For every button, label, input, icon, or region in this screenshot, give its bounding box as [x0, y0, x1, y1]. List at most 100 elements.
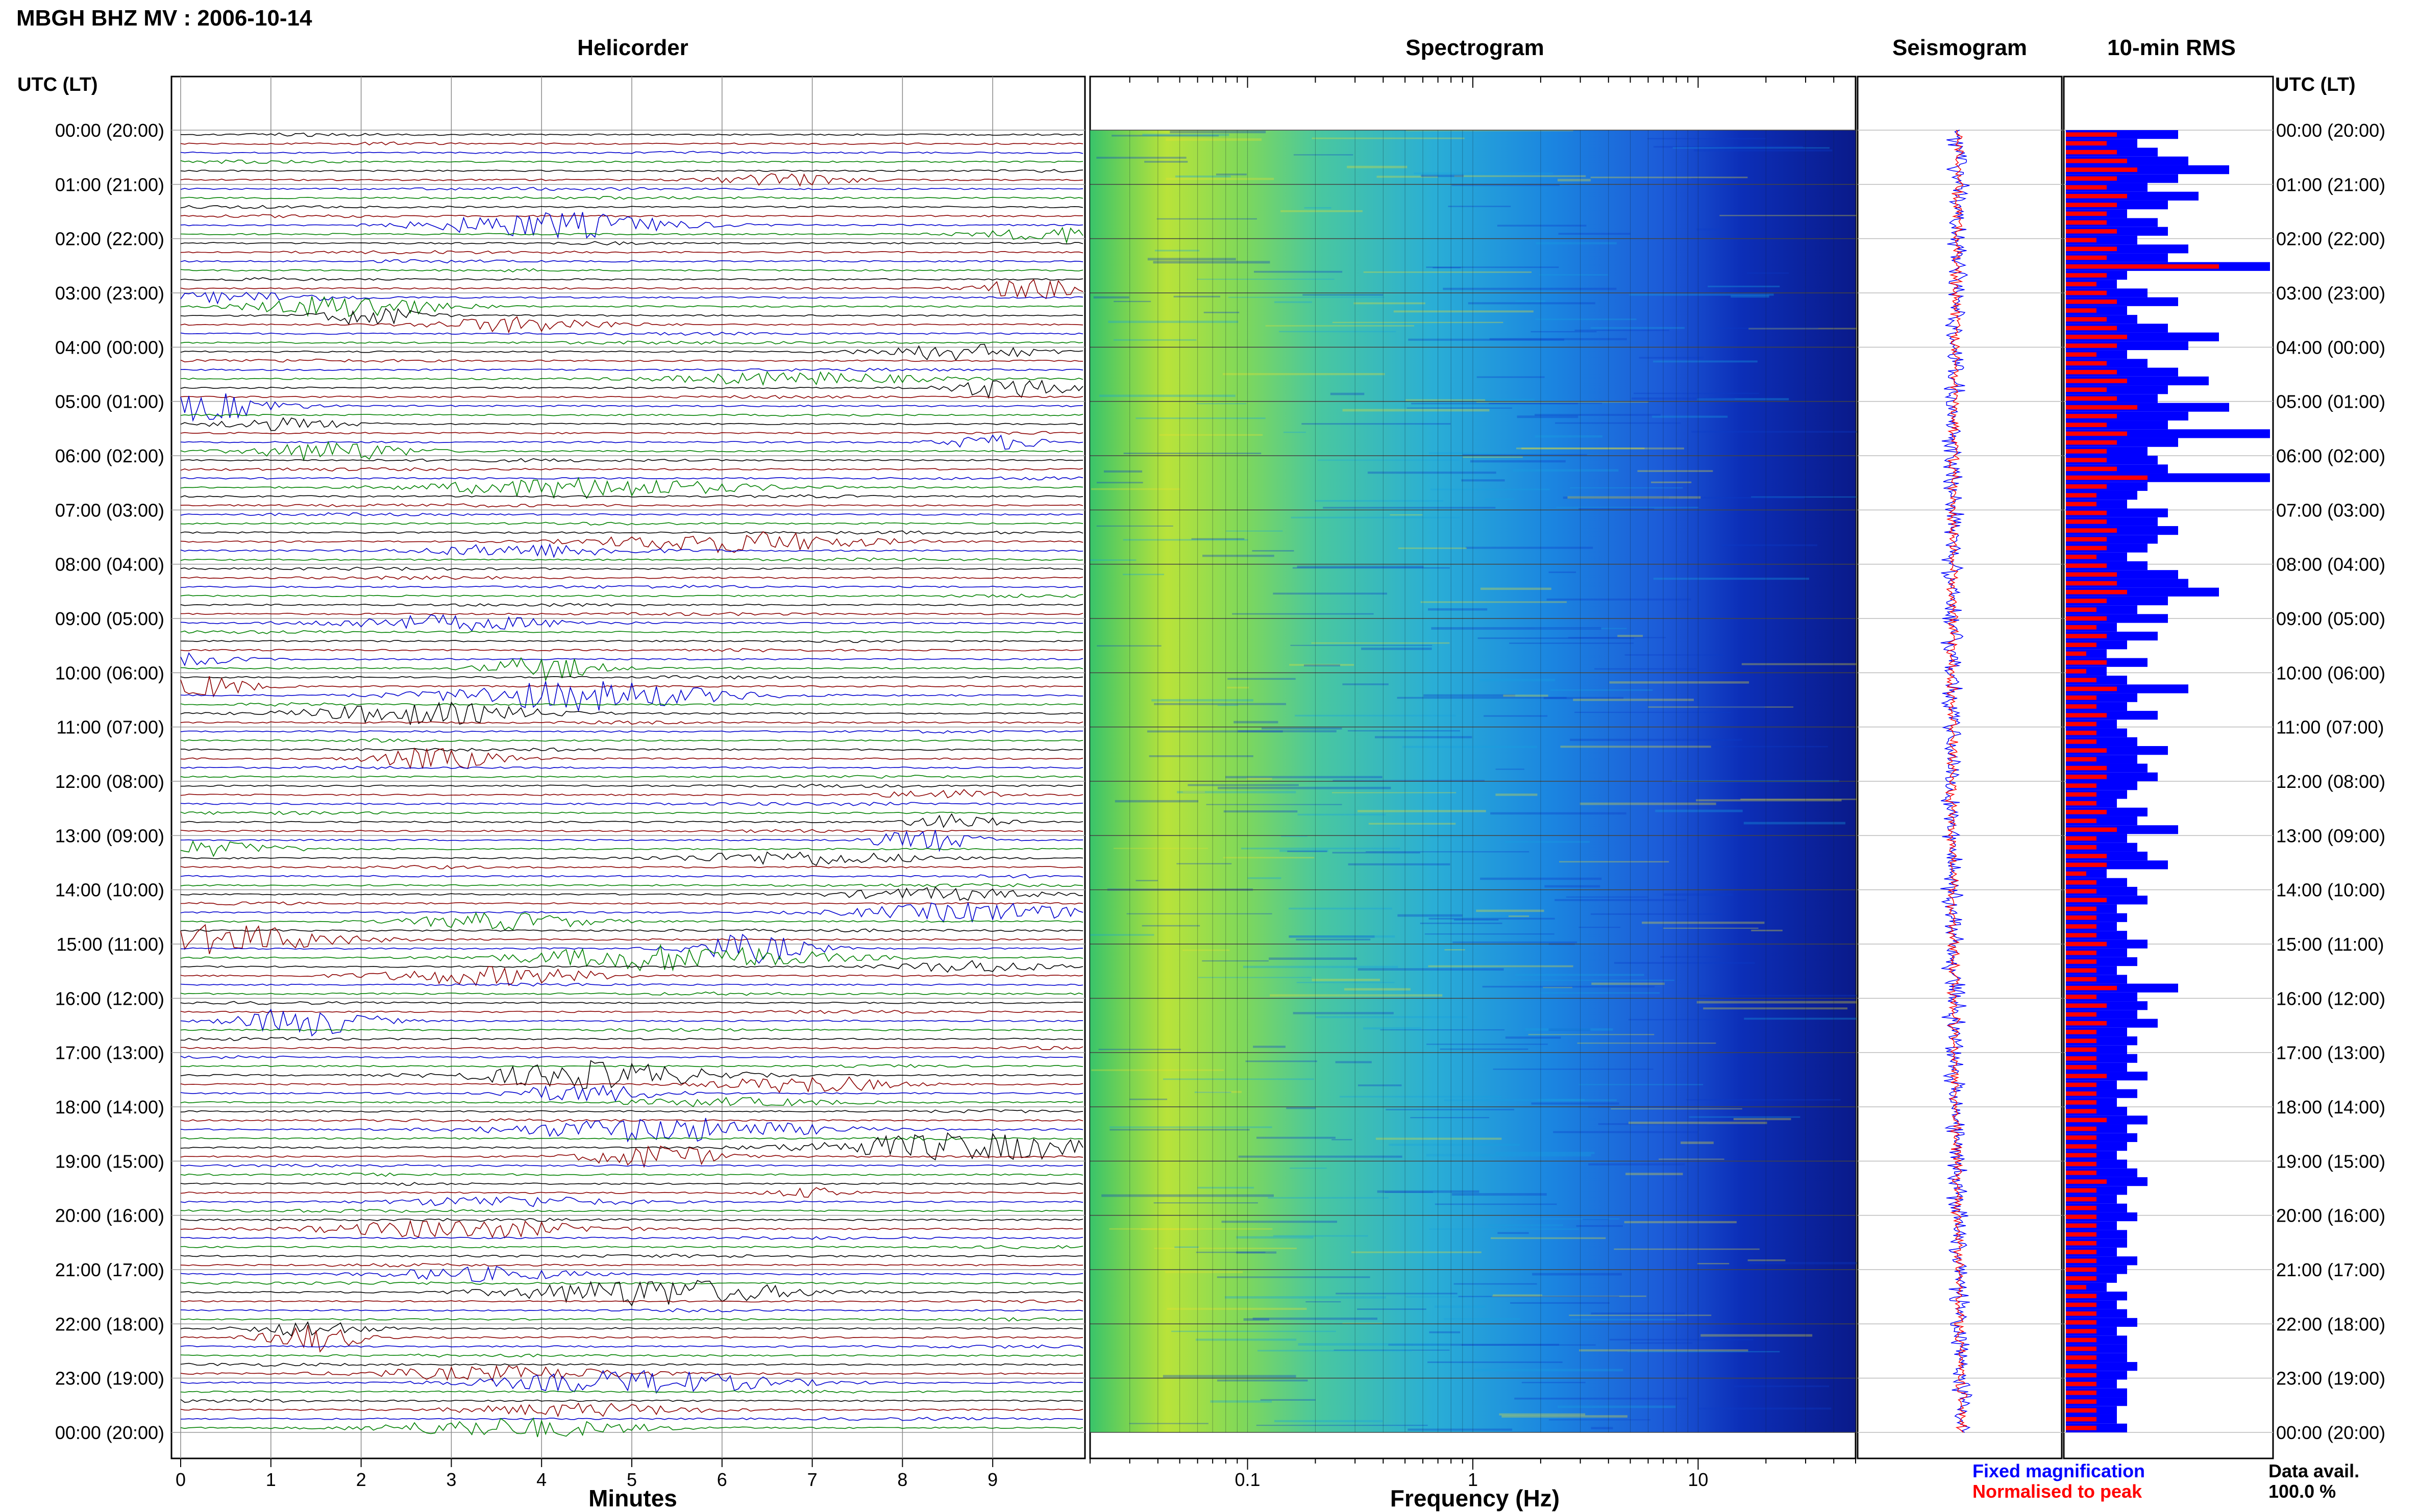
spectrogram-streak [1489, 403, 1602, 404]
spectrogram-tick-label: 1 [1468, 1469, 1478, 1490]
rms-bar-normalised [2066, 898, 2107, 903]
spectrogram-streak [1489, 1224, 1564, 1226]
spectrogram-streak [1504, 841, 1590, 843]
rms-bar-normalised [2066, 554, 2096, 559]
helicorder-trace [180, 291, 1083, 305]
rms-bar-normalised [2066, 819, 2096, 823]
rms-bar-normalised [2066, 1355, 2096, 1360]
spectrogram-streak [1535, 414, 1661, 416]
spectrogram-streak [1421, 175, 1464, 177]
spectrogram-streak [1628, 1122, 1767, 1124]
spectrogram-streak [1270, 994, 1443, 997]
helicorder-trace [180, 1308, 1083, 1312]
helicorder-trace [180, 1417, 1083, 1421]
spectrogram-streak [1570, 1319, 1676, 1321]
spectrogram-streak [1405, 130, 1573, 132]
spectrogram-streak [1468, 302, 1595, 305]
helicorder-trace [180, 720, 1083, 725]
rms-bar-normalised [2066, 141, 2107, 146]
rms-bar-normalised [2066, 1294, 2096, 1299]
rms-bar-normalised [2066, 1223, 2096, 1228]
spectrogram-streak [1342, 683, 1389, 685]
spectrogram-streak [1751, 929, 1783, 932]
spectrogram-streak [1241, 848, 1400, 850]
spectrogram-streak [1113, 848, 1208, 849]
rms-bar-normalised [2066, 827, 2117, 832]
spectrogram-streak [1429, 452, 1501, 455]
hour-gridlines [171, 77, 2273, 1458]
spectrogram-streak [1142, 134, 1229, 136]
rms-bar-normalised [2066, 238, 2096, 242]
spectrogram-streak [1144, 161, 1188, 163]
spectrogram-streak [1426, 1154, 1591, 1157]
rms-bar-normalised [2066, 607, 2096, 612]
spectrogram-streak [1559, 861, 1669, 863]
helicorder-trace [180, 802, 1083, 806]
spectrogram-streak [1696, 228, 1721, 231]
spectrogram-streak [1659, 1158, 1724, 1160]
rms-bar-normalised [2066, 352, 2096, 357]
rms-bars [2066, 130, 2270, 1432]
rms-bar-normalised [2066, 713, 2107, 717]
spectrogram-streak [1458, 1296, 1619, 1297]
spectrogram-streak [1303, 664, 1340, 666]
spectrogram-streak [1247, 877, 1281, 879]
spectrogram-streak [1627, 1351, 1780, 1353]
spectrogram-streak [1591, 913, 1723, 915]
spectrogram-streak [1410, 1117, 1490, 1119]
helicorder-trace [180, 944, 1083, 972]
spectrogram-streak [1651, 481, 1692, 483]
rms-bar-normalised [2066, 423, 2107, 427]
spectrogram-streak [1367, 472, 1496, 474]
spectrogram-streak [1538, 1099, 1585, 1101]
spectrogram-streak [1342, 409, 1490, 412]
spectrogram-streak [1296, 938, 1371, 940]
rms-bar-normalised [2066, 440, 2117, 445]
spectrogram-streak [1497, 225, 1587, 227]
helicorder-tick-label: 6 [717, 1469, 727, 1490]
spectrogram-streak [1375, 1137, 1502, 1140]
spectrogram-streak [1226, 530, 1283, 532]
spectrogram-streak [1197, 1090, 1242, 1093]
helicorder-tick-label: 5 [627, 1469, 637, 1490]
spectrogram-streak [1574, 711, 1731, 713]
helicorder-trace [180, 966, 1083, 986]
helicorder-trace [180, 1390, 1083, 1394]
rms-bar-normalised [2066, 246, 2117, 252]
helicorder-trace [180, 603, 1083, 607]
spectrogram-streak [1516, 448, 1645, 450]
spectrogram-streak [1444, 1099, 1617, 1101]
helicorder-trace [180, 851, 1083, 866]
helicorder-trace [180, 1417, 1083, 1437]
spectrogram-streak [1174, 1246, 1199, 1248]
spectrogram-streak [1112, 135, 1219, 137]
rms-bar-normalised [2066, 1426, 2096, 1430]
helicorder-tick-label: 4 [536, 1469, 547, 1490]
time-label-right: 03:00 (23:00) [2276, 283, 2385, 304]
time-label-left: 16:00 (12:00) [55, 988, 164, 1009]
spectrogram-streak [1203, 311, 1240, 313]
spectrogram-streak [1577, 1043, 1716, 1044]
helicorder-trace [180, 639, 1083, 643]
seismogram-title: Seismogram [1892, 35, 2027, 60]
time-label-left: 23:00 (19:00) [55, 1368, 164, 1389]
spectrogram-streak [1495, 1152, 1595, 1154]
rms-bar-normalised [2066, 229, 2117, 234]
spectrogram-streak [1210, 1400, 1272, 1403]
spectrogram-streak [1566, 896, 1648, 898]
rms-bar-normalised [2066, 616, 2107, 621]
spectrogram-streak [1279, 331, 1396, 333]
spectrogram-streak [1485, 498, 1514, 500]
spectrogram-streak [1521, 1382, 1586, 1383]
rms-bar-normalised [2066, 995, 2096, 999]
rms-bar-normalised [2066, 1109, 2096, 1113]
rms-bar-normalised [2066, 1364, 2096, 1369]
spectrogram-streak [1454, 175, 1586, 177]
spectrogram-streak [1196, 1339, 1297, 1341]
spectrogram-streak [1660, 956, 1721, 958]
spectrogram-streak [1708, 746, 1828, 748]
spectrogram-streak [1574, 329, 1669, 331]
helicorder-tick-label: 2 [356, 1469, 366, 1490]
spectrogram-streak [1588, 1163, 1685, 1166]
spectrogram-streak [1163, 1375, 1296, 1378]
